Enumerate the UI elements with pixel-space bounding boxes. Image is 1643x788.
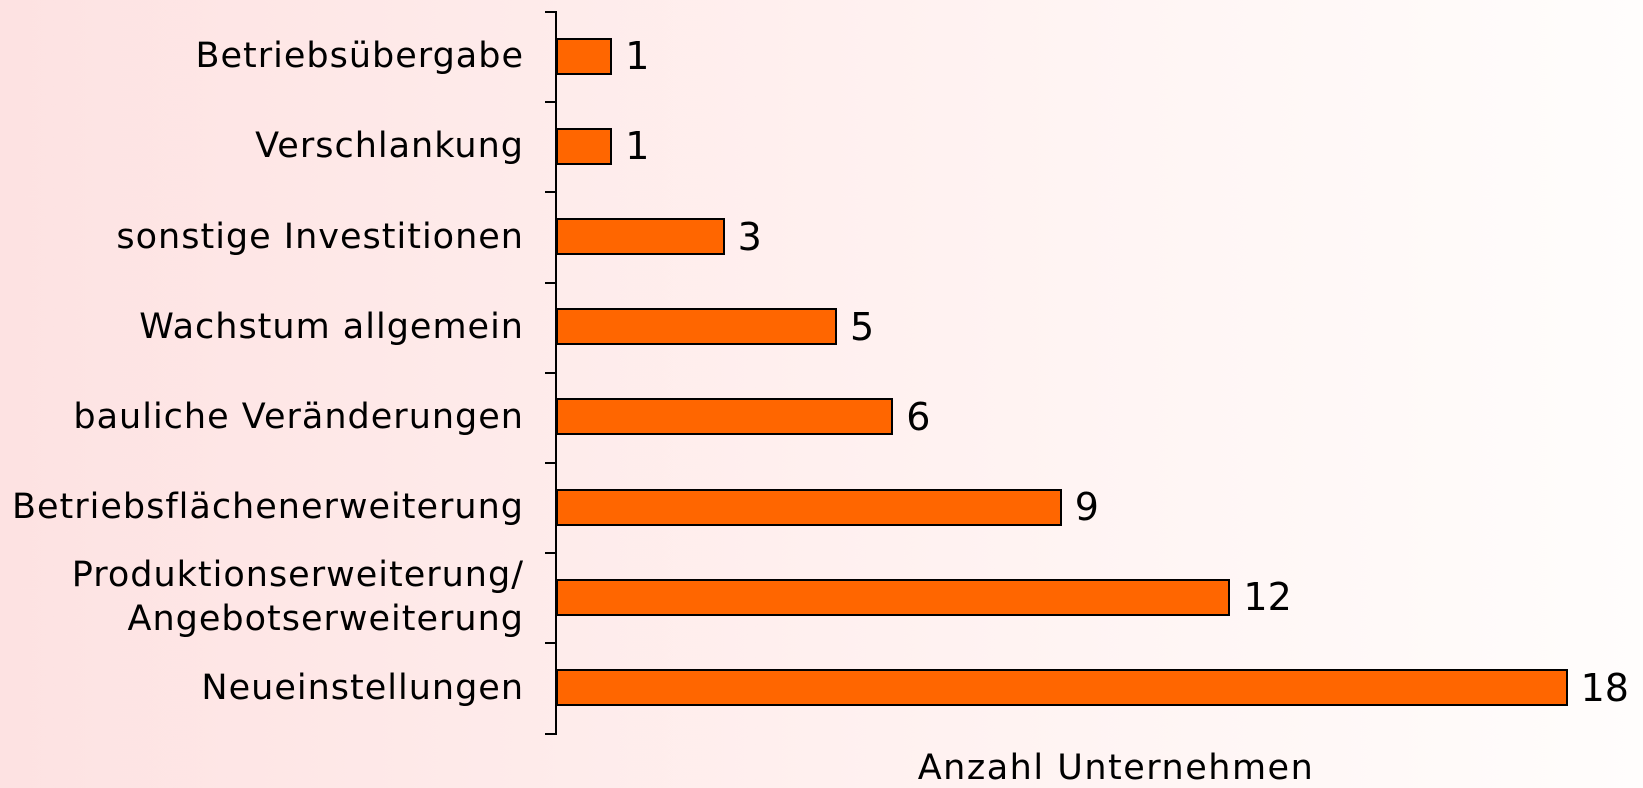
y-axis-tick <box>545 11 557 13</box>
value-label: 9 <box>1074 485 1099 530</box>
y-axis-tick <box>545 101 557 104</box>
y-tick-label: bauliche Veränderungen <box>73 396 524 437</box>
bar <box>556 308 837 346</box>
y-tick-label: Verschlankung <box>255 126 524 167</box>
y-axis-tick <box>545 642 557 645</box>
bar <box>556 578 1231 616</box>
value-label: 3 <box>737 214 762 259</box>
y-tick-label: Wachstum allgemein <box>139 306 524 347</box>
y-tick-label: Produktionserweiterung/ Angebotserweiter… <box>71 555 524 640</box>
value-label: 5 <box>850 304 875 349</box>
y-axis-tick <box>545 281 557 284</box>
x-axis-label: Anzahl Unternehmen <box>917 748 1315 788</box>
bar <box>556 218 725 255</box>
y-axis-tick <box>545 552 557 555</box>
y-axis-tick <box>545 462 557 464</box>
bar <box>556 669 1568 706</box>
y-axis-tick <box>545 191 557 194</box>
bar <box>556 127 613 165</box>
y-tick-label: Betriebsflächenerweiterung <box>11 487 524 528</box>
bar <box>556 398 894 436</box>
value-label: 1 <box>625 124 650 169</box>
value-label: 6 <box>906 394 931 439</box>
value-label: 1 <box>625 34 650 79</box>
y-tick-label: Betriebsübergabe <box>195 36 524 77</box>
y-tick-label: sonstige Investitionen <box>116 216 524 257</box>
value-label: 18 <box>1580 665 1629 710</box>
bar <box>556 488 1062 526</box>
y-axis-tick <box>545 732 557 735</box>
y-axis-tick <box>545 371 557 374</box>
bar <box>556 37 613 75</box>
value-label: 12 <box>1243 575 1292 620</box>
y-tick-label: Neueinstellungen <box>201 667 524 708</box>
